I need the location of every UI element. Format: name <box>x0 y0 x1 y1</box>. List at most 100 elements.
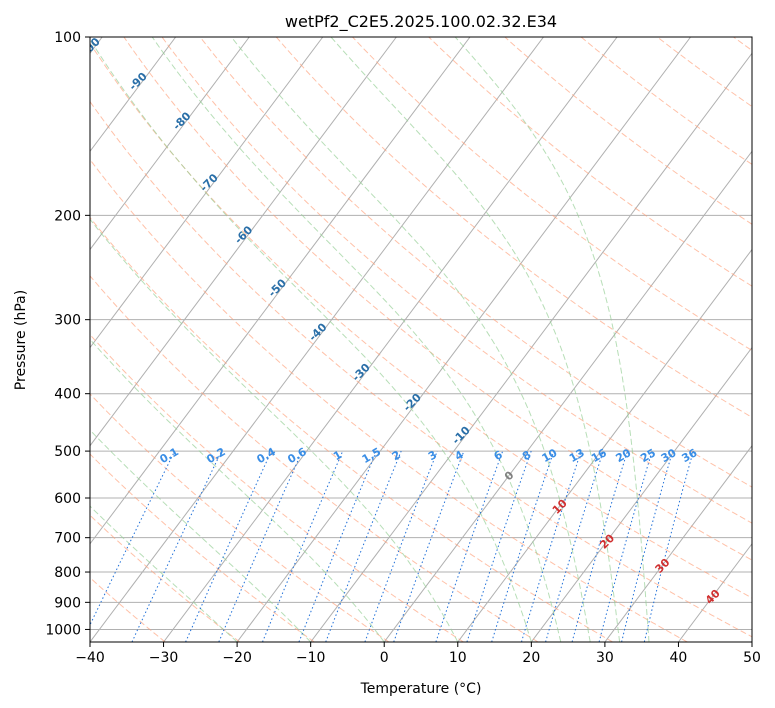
mixing-ratio-label: 2 <box>390 448 403 463</box>
y-tick-label: 500 <box>54 444 81 460</box>
moist-adiabat <box>90 338 385 642</box>
isotherm-label: -50 <box>266 276 289 299</box>
isotherm-label: 10 <box>550 497 570 517</box>
y-tick-label: 200 <box>54 208 81 224</box>
dry-adiabat <box>90 453 315 642</box>
isotherm-label: -70 <box>197 171 220 194</box>
mixing-ratio-label: 10 <box>540 446 560 465</box>
y-axis-label-group: Pressure (hPa) <box>13 290 29 390</box>
isotherm-line <box>90 37 177 153</box>
isotherm-line <box>90 37 544 642</box>
y-tick-label: 700 <box>54 531 81 547</box>
mixing-ratio-label: 6 <box>492 448 505 463</box>
y-tick-label: 300 <box>54 313 81 329</box>
mixing-ratio-line <box>598 450 653 642</box>
mixing-ratio-label: 8 <box>520 448 533 463</box>
y-tick-label: 1000 <box>45 622 81 638</box>
mixing-ratio-line <box>131 450 222 642</box>
mixing-ratio-label: 36 <box>680 446 700 465</box>
dry-adiabat <box>90 275 539 642</box>
mixing-ratio-line <box>393 450 465 642</box>
mixing-ratio-label: 20 <box>613 446 633 465</box>
x-tick-label: 0 <box>380 650 389 666</box>
isotherm-line <box>457 248 752 642</box>
mixing-ratio-line <box>262 450 344 642</box>
isotherm-line <box>236 37 692 642</box>
mixing-ratio-line <box>435 450 504 642</box>
isotherm-line <box>310 52 752 642</box>
x-tick-label: 50 <box>743 650 761 666</box>
isotherm-line <box>530 346 752 642</box>
dry-adiabat <box>90 42 752 599</box>
mixing-ratio-line <box>521 450 582 642</box>
isotherm-label: -20 <box>401 391 424 414</box>
x-tick-label: 30 <box>596 650 614 666</box>
isotherm-label: -30 <box>350 361 373 384</box>
dry-adiabat <box>275 37 752 418</box>
mixing-ratio-line <box>621 450 674 642</box>
mixing-ratio-line <box>571 450 628 642</box>
mixing-ratio-line <box>218 450 303 642</box>
mixing-ratio-line <box>466 450 532 642</box>
mixing-ratio-label: 0.4 <box>254 445 278 466</box>
temperature-profile-line <box>0 37 8 608</box>
mixing-ratio-line <box>298 450 377 642</box>
dry-adiabat <box>123 37 752 561</box>
isotherm-label: 20 <box>597 531 617 551</box>
y-tick-label: 800 <box>54 565 81 581</box>
dry-adiabat <box>733 37 752 52</box>
y-tick-label: 400 <box>54 387 81 403</box>
moist-adiabat <box>454 37 650 642</box>
x-tick-label: −10 <box>296 650 326 666</box>
isotherm-line <box>677 543 752 642</box>
x-tick-label: −20 <box>222 650 252 666</box>
mixing-ratio-label: 25 <box>638 446 658 465</box>
moist-adiabat <box>90 429 312 642</box>
dry-adiabat <box>199 37 752 488</box>
mixing-ratio-label: 1 <box>331 448 344 463</box>
mixing-ratio-line <box>364 450 438 642</box>
isotherm-label: 30 <box>653 556 673 576</box>
isotherm-label: -60 <box>232 223 255 246</box>
dry-adiabat <box>90 216 613 642</box>
mixing-ratio-line <box>491 450 555 642</box>
mixing-ratio-label: 13 <box>567 446 587 465</box>
mixing-ratio-label: 3 <box>426 448 439 463</box>
x-tick-label: −30 <box>149 650 179 666</box>
x-axis-ticks: −40 −30 −20 −10 0 10 20 30 40 50 <box>75 642 761 666</box>
isotherm-label: -90 <box>126 70 149 93</box>
chart-title: wetPf2_C2E5.2025.100.02.32.E34 <box>285 12 557 32</box>
plot-frame <box>89 36 753 643</box>
dry-adiabat <box>90 577 166 642</box>
isotherm-label: 40 <box>703 587 723 607</box>
y-tick-label: 100 <box>54 30 81 46</box>
isotherm-label: -80 <box>170 109 193 132</box>
y-axis-ticks: 100 200 300 400 500 600 700 800 900 1000 <box>45 30 90 638</box>
dry-adiabat <box>90 514 241 642</box>
x-tick-label: 10 <box>449 650 467 666</box>
x-tick-label: 20 <box>522 650 540 666</box>
mixing-ratio-line <box>185 450 272 642</box>
isotherm-line <box>751 641 752 642</box>
mixing-ratio-line <box>325 450 402 642</box>
moist-adiabat <box>230 37 591 642</box>
x-tick-label: −40 <box>75 650 105 666</box>
moist-adiabat <box>90 218 459 642</box>
mixing-ratio-line <box>643 450 694 642</box>
isotherm-line <box>90 37 250 251</box>
moist-adiabat <box>90 505 238 642</box>
isotherm-line <box>383 150 752 642</box>
y-axis-label: Pressure (hPa) <box>13 290 29 390</box>
moist-adiabat <box>151 37 562 642</box>
mixing-ratio-label: 0.6 <box>285 445 309 466</box>
isotherm-label-zero: 0 <box>502 468 517 483</box>
mixing-ratio-line <box>545 450 604 642</box>
y-tick-label: 600 <box>54 491 81 507</box>
dry-adiabat <box>352 37 752 352</box>
mixing-ratio-line <box>90 450 176 627</box>
isotherm-line <box>163 37 618 642</box>
x-tick-label: 40 <box>670 650 688 666</box>
dry-adiabat <box>90 158 688 642</box>
dry-adiabat <box>161 37 752 524</box>
